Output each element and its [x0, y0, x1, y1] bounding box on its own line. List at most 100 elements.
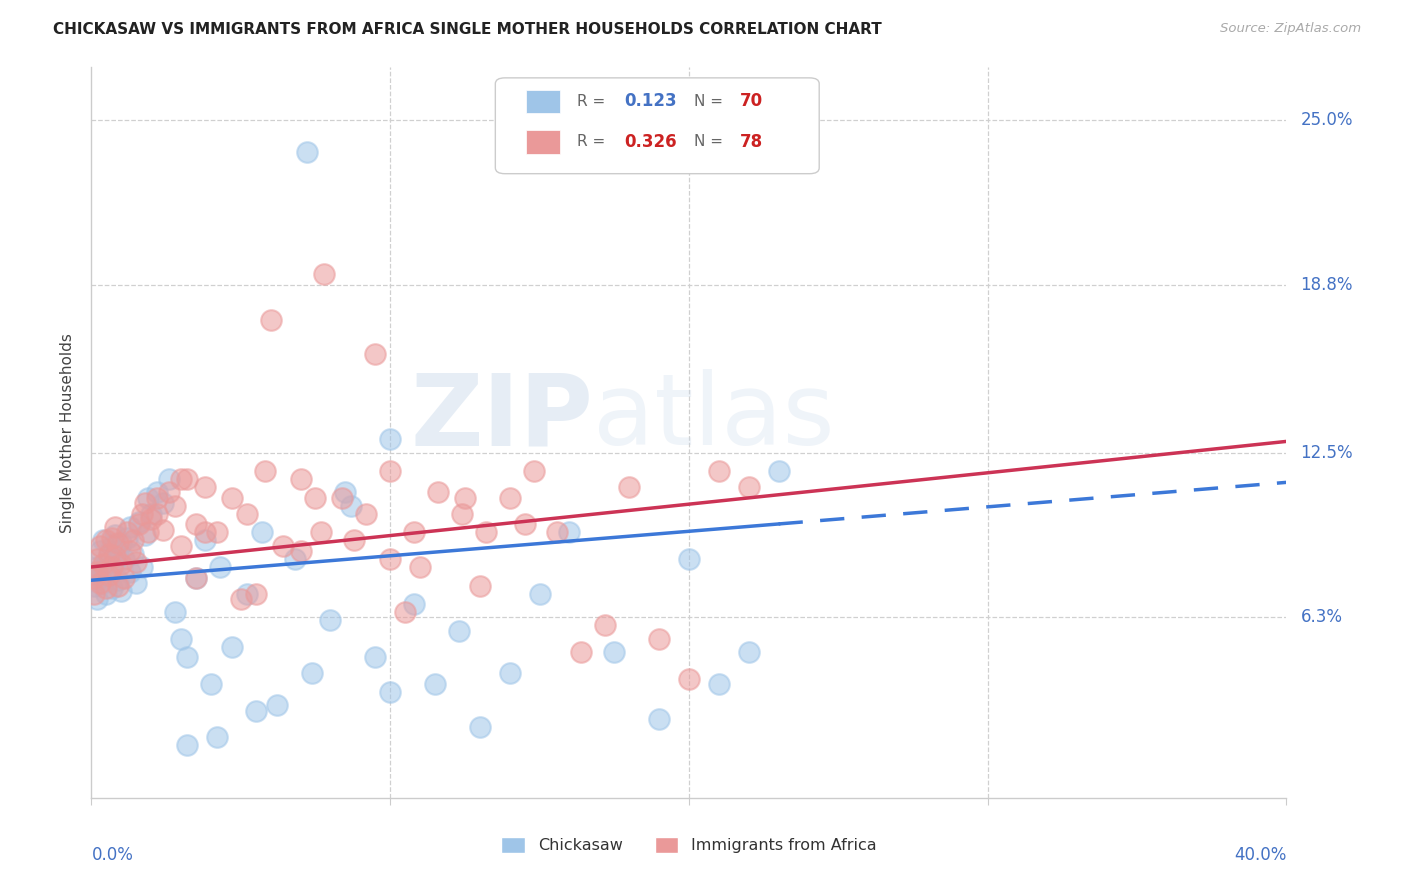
Point [340, 499, 363, 513]
Point [707, 677, 730, 691]
Point [593, 618, 616, 632]
Point [146, 507, 169, 521]
Point [271, 539, 294, 553]
Point [101, 539, 124, 553]
Text: ZIP: ZIP [411, 369, 593, 467]
Point [120, 544, 142, 558]
Point [364, 347, 387, 361]
Point [104, 520, 127, 534]
Point [157, 485, 180, 500]
Point [107, 573, 129, 587]
Point [93, 533, 115, 548]
Text: atlas: atlas [593, 369, 835, 467]
Point [194, 480, 217, 494]
Point [259, 312, 281, 326]
Point [89, 575, 111, 590]
Text: 78: 78 [741, 133, 763, 151]
Point [107, 544, 129, 558]
Point [768, 464, 790, 478]
Point [335, 485, 357, 500]
Point [221, 640, 243, 654]
Point [157, 472, 180, 486]
Point [266, 698, 288, 713]
Point [110, 536, 132, 550]
Point [125, 575, 148, 590]
Text: 18.8%: 18.8% [1301, 276, 1353, 294]
Point [648, 712, 671, 726]
Point [107, 578, 129, 592]
Point [163, 499, 186, 513]
Text: R =: R = [576, 94, 610, 109]
Point [176, 472, 198, 486]
Point [332, 491, 354, 505]
Point [86, 591, 108, 606]
Point [499, 491, 522, 505]
Point [295, 145, 318, 159]
Point [104, 555, 127, 569]
Legend: Chickasaw, Immigrants from Africa: Chickasaw, Immigrants from Africa [495, 830, 883, 860]
Point [98, 549, 121, 564]
Point [122, 533, 145, 548]
Point [89, 539, 111, 553]
Point [737, 480, 759, 494]
Text: 0.123: 0.123 [624, 93, 678, 111]
Point [134, 528, 156, 542]
Point [96, 558, 118, 572]
Point [284, 552, 307, 566]
Point [128, 517, 150, 532]
Point [104, 549, 127, 564]
Point [141, 512, 163, 526]
Point [115, 525, 138, 540]
Point [245, 586, 267, 600]
Point [290, 472, 312, 486]
Point [176, 738, 198, 752]
FancyBboxPatch shape [526, 130, 560, 153]
Text: Source: ZipAtlas.com: Source: ZipAtlas.com [1220, 22, 1361, 36]
Point [107, 536, 129, 550]
Point [131, 560, 153, 574]
Point [619, 480, 641, 494]
FancyBboxPatch shape [526, 90, 560, 113]
Point [523, 464, 546, 478]
Point [208, 560, 231, 574]
Point [450, 507, 472, 521]
Point [101, 581, 124, 595]
Point [141, 507, 163, 521]
Point [86, 566, 108, 580]
Point [128, 515, 150, 529]
Point [311, 525, 333, 540]
Point [110, 583, 132, 598]
Point [547, 525, 569, 540]
Point [648, 632, 671, 646]
Point [131, 507, 153, 521]
Point [112, 571, 135, 585]
Point [83, 566, 105, 580]
Point [98, 568, 121, 582]
Point [83, 571, 105, 585]
Point [205, 525, 228, 540]
Point [427, 485, 450, 500]
Point [176, 650, 198, 665]
Point [737, 645, 759, 659]
Point [134, 496, 156, 510]
Point [152, 496, 174, 510]
Point [115, 531, 138, 545]
Point [603, 645, 626, 659]
Point [394, 605, 416, 619]
Y-axis label: Single Mother Households: Single Mother Households [60, 333, 76, 533]
Point [475, 525, 498, 540]
Point [290, 544, 312, 558]
Point [423, 677, 446, 691]
Point [184, 517, 207, 532]
Point [529, 586, 551, 600]
Text: R =: R = [576, 135, 610, 149]
Point [380, 552, 402, 566]
Point [343, 533, 366, 548]
Text: N =: N = [693, 94, 727, 109]
Point [83, 586, 105, 600]
Point [170, 632, 193, 646]
Point [96, 533, 118, 548]
Point [253, 464, 276, 478]
Point [170, 539, 193, 553]
Point [152, 523, 174, 537]
